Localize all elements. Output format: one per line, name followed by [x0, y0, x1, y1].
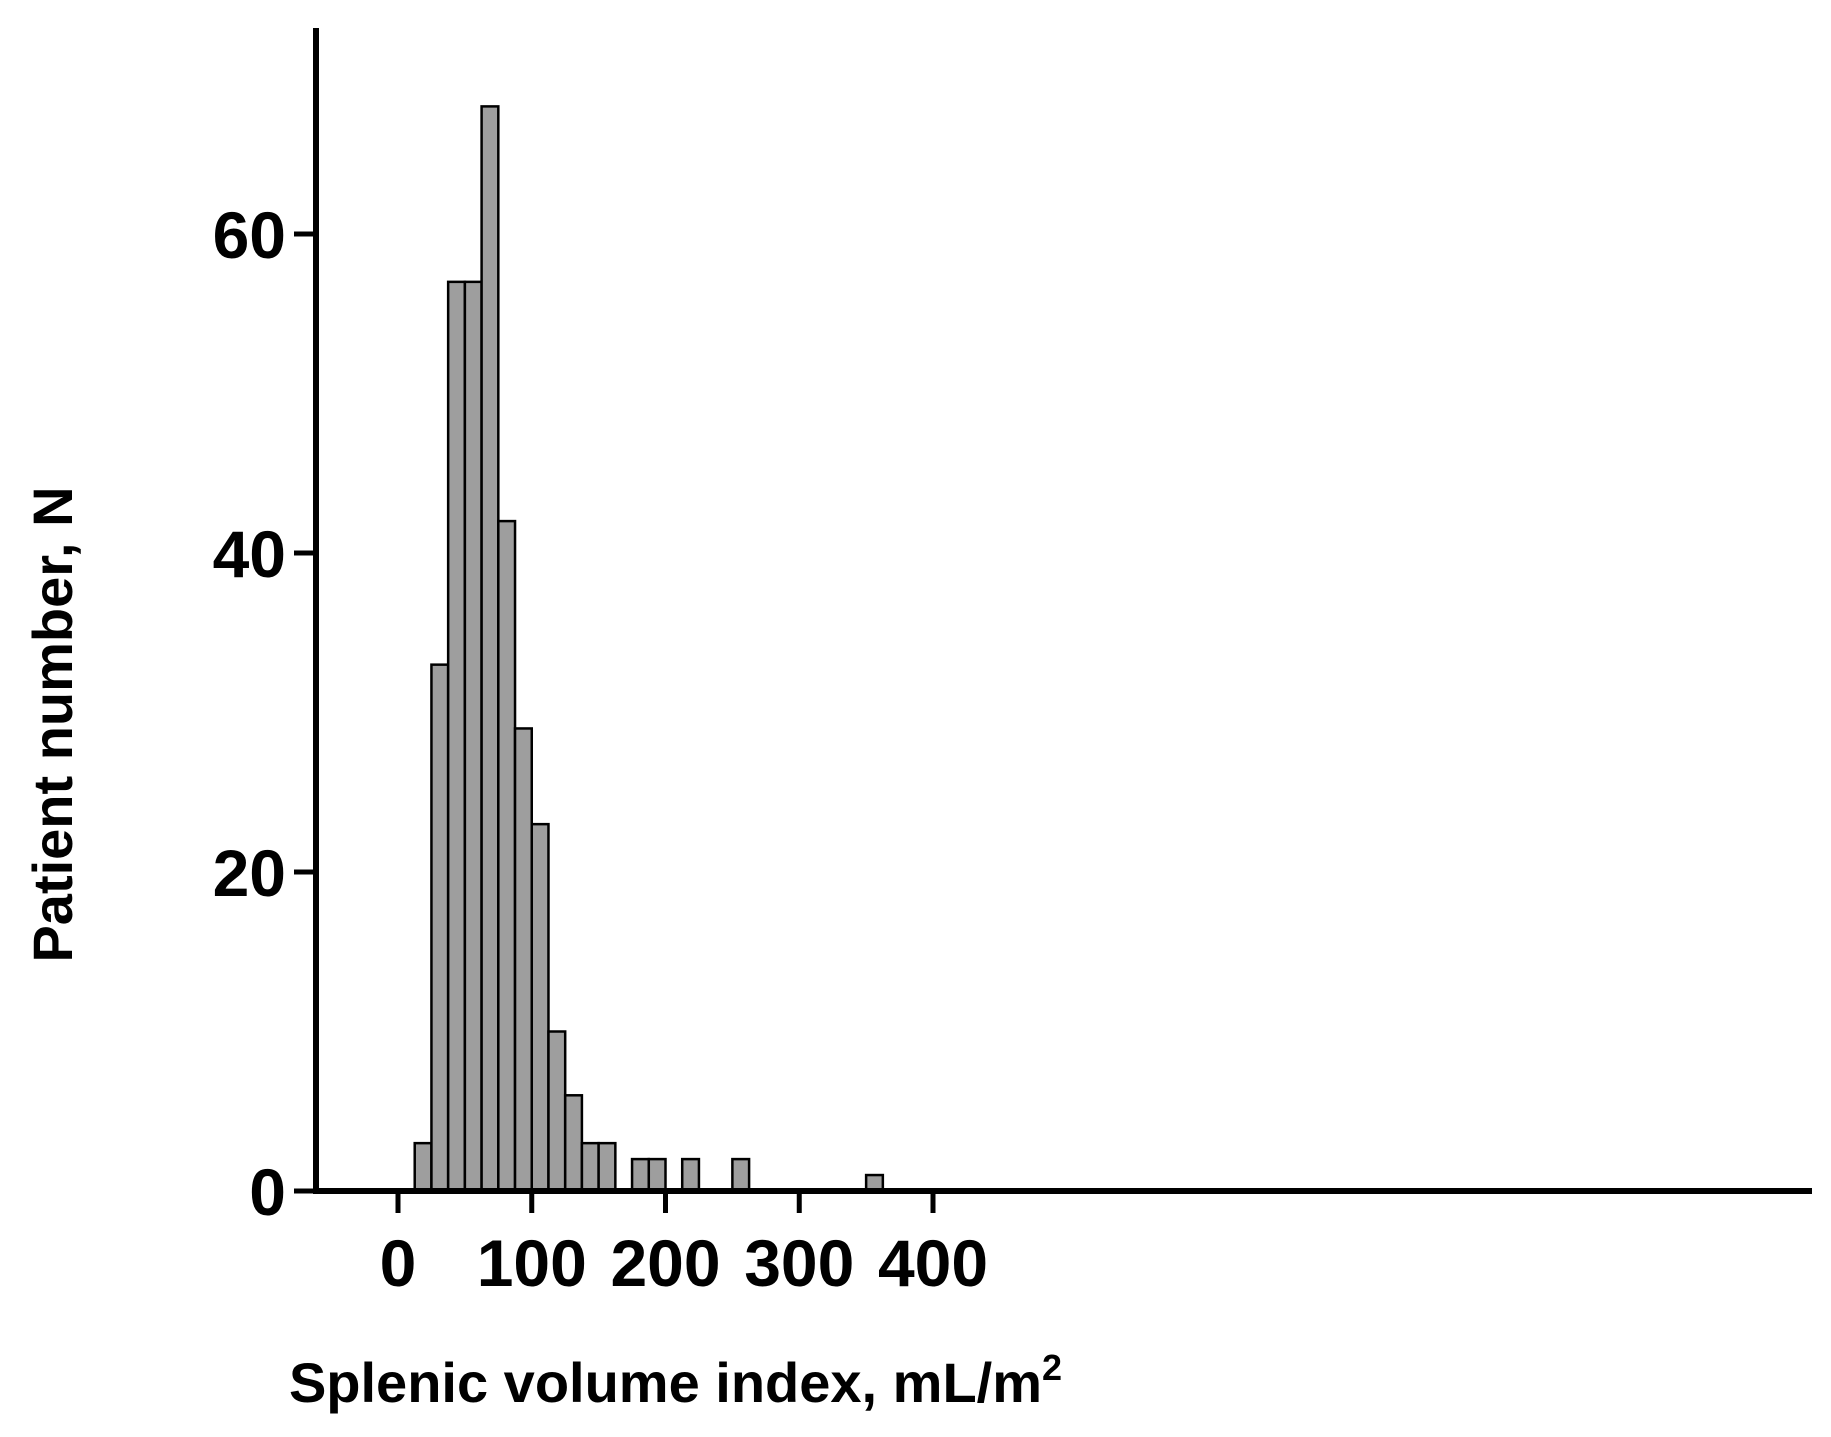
y-tick-label: 0	[249, 1155, 286, 1229]
histogram-bar	[580, 1141, 600, 1193]
histogram-bar	[413, 1141, 433, 1193]
histogram-bar	[430, 663, 450, 1193]
y-tick-label: 60	[213, 198, 286, 272]
histogram-bar	[463, 280, 483, 1193]
x-ticks-group: 0 100 200 300 400	[380, 1191, 988, 1300]
histogram-bar	[480, 105, 500, 1193]
histogram-bar	[530, 822, 550, 1193]
histogram-bar	[630, 1157, 651, 1193]
x-tick-label: 200	[610, 1226, 720, 1300]
bars-group	[413, 105, 885, 1193]
y-tick-label: 20	[213, 836, 286, 910]
histogram-bar	[497, 519, 517, 1193]
x-tick-label: 100	[477, 1226, 587, 1300]
x-axis-title-superscript: 2	[1042, 1347, 1062, 1388]
x-axis-title-main: Splenic volume index, mL/m	[289, 1351, 1042, 1414]
histogram-bar	[597, 1141, 617, 1193]
y-tick-label: 40	[213, 517, 286, 591]
x-tick-label: 400	[878, 1226, 988, 1300]
axes-group	[313, 28, 1812, 1194]
histogram-bar	[513, 727, 533, 1193]
y-ticks-group: 0 20 40 60	[213, 198, 316, 1229]
histogram-bar	[647, 1157, 667, 1193]
x-axis-title: Splenic volume index, mL/m2	[289, 1347, 1062, 1414]
y-axis-title: Patient number, N	[21, 486, 84, 962]
x-tick-label: 300	[744, 1226, 854, 1300]
x-tick-label: 0	[380, 1226, 417, 1300]
histogram-bar	[731, 1157, 751, 1193]
histogram-bar	[680, 1157, 701, 1193]
histogram-bar	[446, 280, 467, 1193]
histogram-bar	[563, 1094, 584, 1193]
histogram-bar	[547, 1030, 567, 1193]
